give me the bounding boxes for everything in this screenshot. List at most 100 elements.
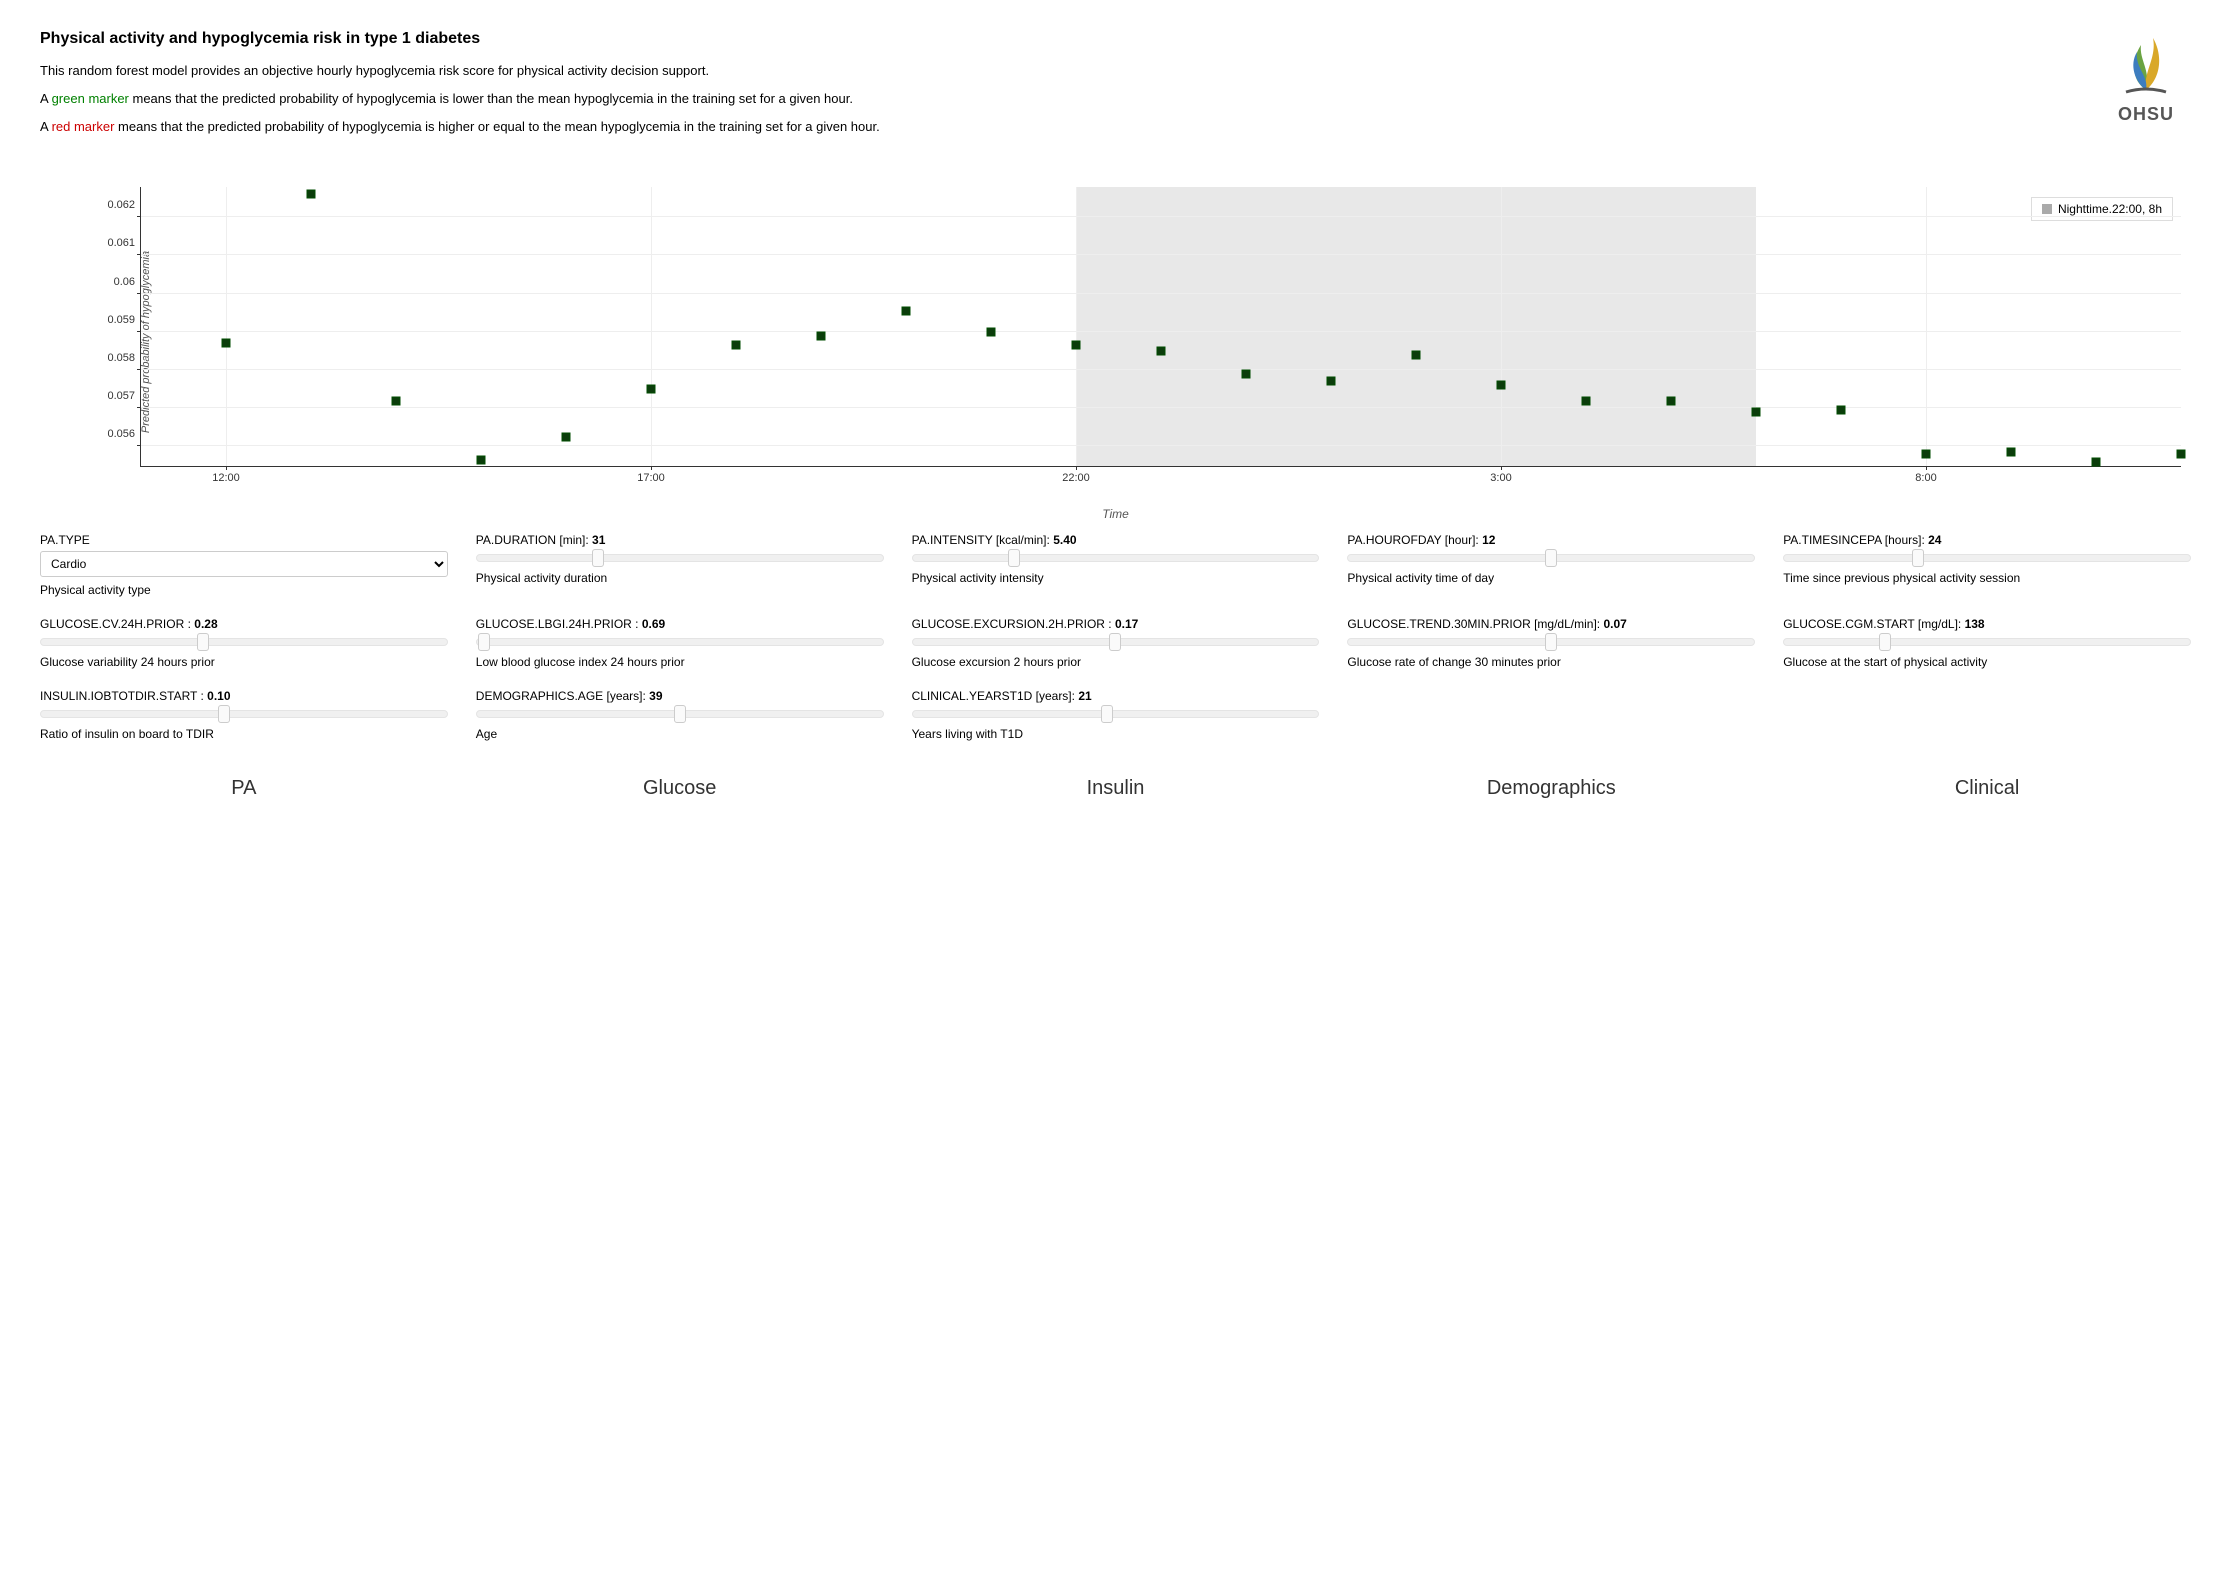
x-axis-label: Time xyxy=(40,507,2191,521)
tab-pa[interactable]: PA xyxy=(40,771,448,806)
y-tick-label: 0.058 xyxy=(107,352,141,364)
slider-thumb[interactable] xyxy=(1879,633,1891,651)
demographics-age-slider[interactable] xyxy=(476,707,884,721)
header-description: This random forest model provides an obj… xyxy=(40,62,2061,80)
chart-marker[interactable] xyxy=(307,190,316,199)
chart-marker[interactable] xyxy=(1327,377,1336,386)
control-pa-type: PA.TYPE Cardio Physical activity type xyxy=(40,533,448,597)
chart-marker[interactable] xyxy=(1242,369,1251,378)
control-pa-timesincepa: PA.TIMESINCEPA [hours]: 24Time since pre… xyxy=(1783,533,2191,597)
legend-label: Nighttime.22:00, 8h xyxy=(2058,202,2162,216)
control-pa-hourofday: PA.HOUROFDAY [hour]: 12 Physical activity… xyxy=(1347,533,1755,597)
slider-thumb[interactable] xyxy=(218,705,230,723)
clinical-yearst1d-slider[interactable] xyxy=(912,707,1320,721)
chart-marker[interactable] xyxy=(562,432,571,441)
gridline-v xyxy=(1501,187,1502,466)
chart-marker[interactable] xyxy=(477,455,486,464)
control-description: Physical activity type xyxy=(40,583,448,597)
control-label: PA.HOUROFDAY [hour]: 12 xyxy=(1347,533,1755,547)
control-glucose-lbgi: GLUCOSE.LBGI.24H.PRIOR : 0.69Low blood g… xyxy=(476,617,884,669)
pa-hourofday-slider[interactable] xyxy=(1347,551,1755,565)
slider-thumb[interactable] xyxy=(1101,705,1113,723)
tab-glucose[interactable]: Glucose xyxy=(476,771,884,806)
glucose-cgm-start-slider[interactable] xyxy=(1783,635,2191,649)
control-description: Glucose at the start of physical activit… xyxy=(1783,655,2191,669)
slider-thumb[interactable] xyxy=(674,705,686,723)
control-pa-duration: PA.DURATION [min]: 31Physical activity d… xyxy=(476,533,884,597)
gridline-h xyxy=(141,293,2181,294)
pa-timesincepa-slider[interactable] xyxy=(1783,551,2191,565)
y-tick-label: 0.057 xyxy=(107,390,141,402)
chart-marker[interactable] xyxy=(1582,396,1591,405)
control-label: PA.INTENSITY [kcal/min]: 5.40 xyxy=(912,533,1320,547)
control-glucose-excursion: GLUCOSE.EXCURSION.2H.PRIOR : 0.17Glucose… xyxy=(912,617,1320,669)
control-glucose-cgm-start: GLUCOSE.CGM.START [mg/dL]: 138 Glucose at… xyxy=(1783,617,2191,669)
pa-intensity-slider[interactable] xyxy=(912,551,1320,565)
gridline-h xyxy=(141,216,2181,217)
control-clinical-yearst1d: CLINICAL.YEARST1D [years]: 21 Years livin… xyxy=(912,689,1320,741)
control-label: GLUCOSE.LBGI.24H.PRIOR : 0.69 xyxy=(476,617,884,631)
control-label: PA.TIMESINCEPA [hours]: 24 xyxy=(1783,533,2191,547)
control-label: PA.TYPE xyxy=(40,533,448,547)
y-tick-label: 0.056 xyxy=(107,428,141,440)
slider-thumb[interactable] xyxy=(1545,549,1557,567)
x-tick-label: 8:00 xyxy=(1915,466,1936,484)
slider-thumb[interactable] xyxy=(592,549,604,567)
plot-area[interactable]: Nighttime.22:00, 8h 0.0560.0570.0580.059… xyxy=(140,187,2181,467)
control-label: INSULIN.IOBTOTDIR.START : 0.10 xyxy=(40,689,448,703)
glucose-lbgi-slider[interactable] xyxy=(476,635,884,649)
pa-type-select[interactable]: Cardio xyxy=(40,551,448,577)
chart-marker[interactable] xyxy=(1752,408,1761,417)
legend-swatch-icon xyxy=(2042,204,2052,214)
glucose-trend-slider[interactable] xyxy=(1347,635,1755,649)
gridline-h xyxy=(141,254,2181,255)
gridline-h xyxy=(141,369,2181,370)
control-label: GLUCOSE.CGM.START [mg/dL]: 138 xyxy=(1783,617,2191,631)
chart-marker[interactable] xyxy=(222,339,231,348)
control-description: Years living with T1D xyxy=(912,727,1320,741)
control-demographics-age: DEMOGRAPHICS.AGE [years]: 39Age xyxy=(476,689,884,741)
chart-marker[interactable] xyxy=(987,327,996,336)
chart-marker[interactable] xyxy=(817,331,826,340)
glucose-cv-slider[interactable] xyxy=(40,635,448,649)
controls-grid: PA.TYPE Cardio Physical activity type PA.DU… xyxy=(40,533,2191,741)
slider-thumb[interactable] xyxy=(478,633,490,651)
x-tick-label: 22:00 xyxy=(1062,466,1090,484)
slider-thumb[interactable] xyxy=(1109,633,1121,651)
pa-duration-slider[interactable] xyxy=(476,551,884,565)
x-tick-label: 12:00 xyxy=(212,466,240,484)
chart-marker[interactable] xyxy=(2177,450,2186,459)
tab-demographics[interactable]: Demographics xyxy=(1347,771,1755,806)
chart-marker[interactable] xyxy=(902,306,911,315)
chart-marker[interactable] xyxy=(1922,450,1931,459)
nighttime-band xyxy=(1076,187,1756,466)
tab-insulin[interactable]: Insulin xyxy=(912,771,1320,806)
chart-marker[interactable] xyxy=(647,385,656,394)
insulin-iob-slider[interactable] xyxy=(40,707,448,721)
slider-thumb[interactable] xyxy=(1912,549,1924,567)
chart-marker[interactable] xyxy=(2007,448,2016,457)
gridline-v xyxy=(1926,187,1927,466)
slider-thumb[interactable] xyxy=(1008,549,1020,567)
chart-marker[interactable] xyxy=(1667,396,1676,405)
x-tick-label: 3:00 xyxy=(1490,466,1511,484)
slider-thumb[interactable] xyxy=(197,633,209,651)
chart-marker[interactable] xyxy=(392,396,401,405)
glucose-excursion-slider[interactable] xyxy=(912,635,1320,649)
tabs-row: PA Glucose Insulin Demographics Clinical xyxy=(40,771,2191,806)
chart-marker[interactable] xyxy=(1412,350,1421,359)
chart-marker[interactable] xyxy=(732,341,741,350)
control-label: DEMOGRAPHICS.AGE [years]: 39 xyxy=(476,689,884,703)
control-label: CLINICAL.YEARST1D [years]: 21 xyxy=(912,689,1320,703)
chart-marker[interactable] xyxy=(2092,457,2101,466)
chart-marker[interactable] xyxy=(1072,341,1081,350)
chart-marker[interactable] xyxy=(1837,406,1846,415)
page-title: Physical activity and hypoglycemia risk … xyxy=(40,30,2061,48)
y-tick-label: 0.059 xyxy=(107,314,141,326)
tab-clinical[interactable]: Clinical xyxy=(1783,771,2191,806)
chart-marker[interactable] xyxy=(1497,381,1506,390)
control-description: Physical activity time of day xyxy=(1347,571,1755,585)
chart-marker[interactable] xyxy=(1157,346,1166,355)
slider-thumb[interactable] xyxy=(1545,633,1557,651)
control-glucose-cv: GLUCOSE.CV.24H.PRIOR : 0.28Glucose varia… xyxy=(40,617,448,669)
